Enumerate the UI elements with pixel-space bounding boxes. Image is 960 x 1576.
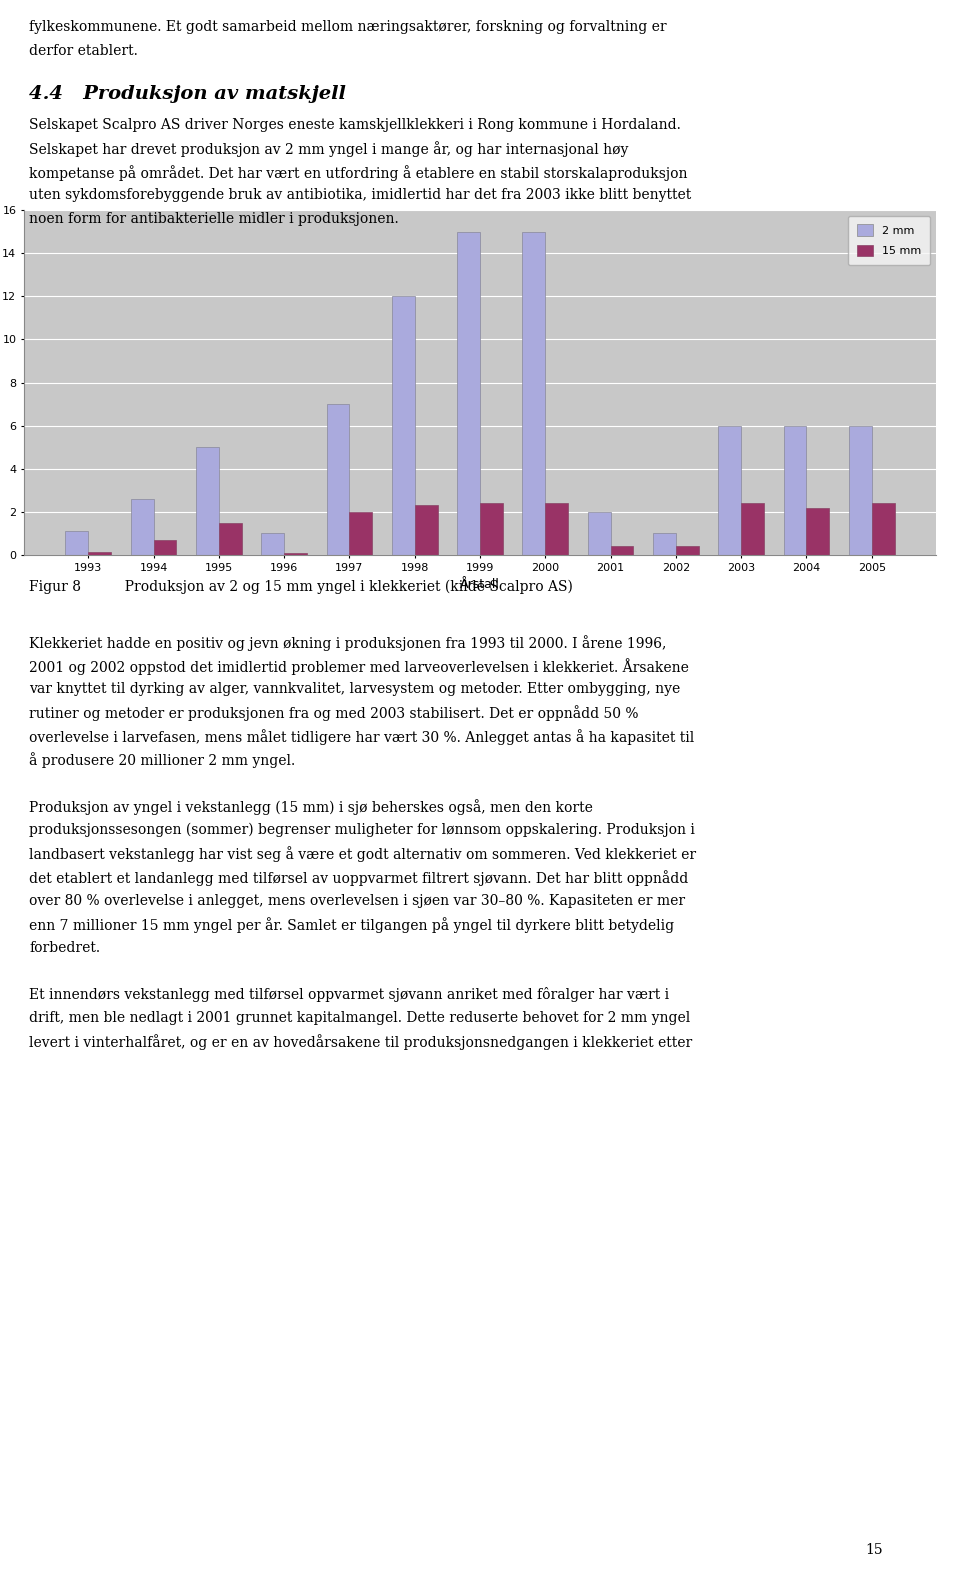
Bar: [326, 403, 349, 555]
Text: 15: 15: [866, 1543, 883, 1557]
Bar: [196, 448, 219, 555]
Bar: [284, 553, 307, 555]
Bar: [545, 503, 568, 555]
Text: enn 7 millioner 15 mm yngel per år. Samlet er tilgangen på yngel til dyrkere bli: enn 7 millioner 15 mm yngel per år. Saml…: [29, 917, 674, 933]
X-axis label: Årstall: Årstall: [460, 578, 500, 591]
Bar: [154, 541, 177, 555]
Text: det etablert et landanlegg med tilførsel av uoppvarmet filtrert sjøvann. Det har: det etablert et landanlegg med tilførsel…: [29, 870, 688, 886]
Bar: [219, 523, 242, 555]
Text: Produksjon av yngel i vekstanlegg (15 mm) i sjø beherskes også, men den korte: Produksjon av yngel i vekstanlegg (15 mm…: [29, 799, 593, 815]
Text: kompetanse på området. Det har vært en utfordring å etablere en stabil storskala: kompetanse på området. Det har vært en u…: [29, 165, 687, 181]
Text: å produsere 20 millioner 2 mm yngel.: å produsere 20 millioner 2 mm yngel.: [29, 752, 296, 769]
Bar: [349, 512, 372, 555]
Bar: [480, 503, 503, 555]
Text: over 80 % overlevelse i anlegget, mens overlevelsen i sjøen var 30–80 %. Kapasit: over 80 % overlevelse i anlegget, mens o…: [29, 894, 685, 908]
Bar: [65, 531, 88, 555]
Bar: [392, 296, 415, 555]
Bar: [676, 547, 699, 555]
Legend: 2 mm, 15 mm: 2 mm, 15 mm: [848, 216, 930, 265]
Bar: [611, 547, 634, 555]
Text: overlevelse i larvefasen, mens målet tidligere har vært 30 %. Anlegget antas å h: overlevelse i larvefasen, mens målet tid…: [29, 730, 694, 745]
Bar: [718, 426, 741, 555]
Text: drift, men ble nedlagt i 2001 grunnet kapitalmangel. Dette reduserte behovet for: drift, men ble nedlagt i 2001 grunnet ka…: [29, 1010, 690, 1024]
Text: fylkeskommunene. Et godt samarbeid mellom næringsaktører, forskning og forvaltni: fylkeskommunene. Et godt samarbeid mello…: [29, 20, 666, 35]
Text: var knyttet til dyrking av alger, vannkvalitet, larvesystem og metoder. Etter om: var knyttet til dyrking av alger, vannkv…: [29, 682, 681, 697]
Bar: [783, 426, 806, 555]
Text: Selskapet Scalpro AS driver Norges eneste kamskjellklekkeri i Rong kommune i Hor: Selskapet Scalpro AS driver Norges enest…: [29, 118, 681, 132]
Bar: [415, 506, 438, 555]
Text: noen form for antibakterielle midler i produksjonen.: noen form for antibakterielle midler i p…: [29, 213, 398, 225]
Text: Figur 8          Produksjon av 2 og 15 mm yngel i klekkeriet (kilde Scalpro AS): Figur 8 Produksjon av 2 og 15 mm yngel i…: [29, 580, 573, 594]
Text: Selskapet har drevet produksjon av 2 mm yngel i mange år, og har internasjonal h: Selskapet har drevet produksjon av 2 mm …: [29, 142, 629, 158]
Bar: [872, 503, 895, 555]
Text: Et innendørs vekstanlegg med tilførsel oppvarmet sjøvann anriket med fôralger ha: Et innendørs vekstanlegg med tilførsel o…: [29, 988, 669, 1002]
Bar: [741, 503, 764, 555]
Bar: [88, 552, 111, 555]
Text: derfor etablert.: derfor etablert.: [29, 44, 138, 58]
Text: rutiner og metoder er produksjonen fra og med 2003 stabilisert. Det er oppnådd 5: rutiner og metoder er produksjonen fra o…: [29, 706, 638, 722]
Text: 2001 og 2002 oppstod det imidlertid problemer med larveoverlevelsen i klekkeriet: 2001 og 2002 oppstod det imidlertid prob…: [29, 659, 689, 676]
Bar: [457, 232, 480, 555]
Text: forbedret.: forbedret.: [29, 941, 100, 955]
Text: uten sykdomsforebyggende bruk av antibiotika, imidlertid har det fra 2003 ikke b: uten sykdomsforebyggende bruk av antibio…: [29, 189, 691, 202]
Bar: [131, 500, 154, 555]
Bar: [522, 232, 545, 555]
Bar: [653, 533, 676, 555]
Text: Klekkeriet hadde en positiv og jevn økning i produksjonen fra 1993 til 2000. I å: Klekkeriet hadde en positiv og jevn økni…: [29, 635, 666, 651]
Text: 4.4   Produksjon av matskjell: 4.4 Produksjon av matskjell: [29, 85, 346, 102]
Bar: [849, 426, 872, 555]
Text: landbasert vekstanlegg har vist seg å være et godt alternativ om sommeren. Ved k: landbasert vekstanlegg har vist seg å væ…: [29, 846, 696, 862]
Text: produksjonssesongen (sommer) begrenser muligheter for lønnsom oppskalering. Prod: produksjonssesongen (sommer) begrenser m…: [29, 823, 695, 837]
Bar: [806, 507, 829, 555]
Bar: [261, 533, 284, 555]
Text: levert i vinterhalfåret, og er en av hovedårsakene til produksjonsnedgangen i kl: levert i vinterhalfåret, og er en av hov…: [29, 1034, 692, 1050]
Bar: [588, 512, 611, 555]
